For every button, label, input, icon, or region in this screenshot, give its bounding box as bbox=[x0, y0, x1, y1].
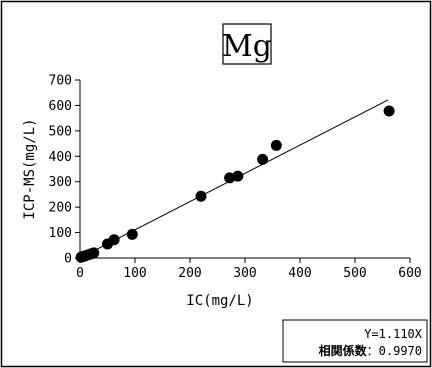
data-point bbox=[270, 139, 282, 151]
data-point bbox=[88, 247, 100, 259]
chart-title: Mg bbox=[222, 29, 272, 64]
data-point bbox=[383, 105, 395, 117]
x-tick-label: 200 bbox=[178, 266, 201, 281]
data-point bbox=[257, 153, 269, 165]
y-ticks: 0 100 200 300 400 500 600 700 bbox=[49, 74, 80, 267]
y-tick-label: 300 bbox=[49, 175, 72, 190]
data-point bbox=[195, 190, 207, 202]
y-tick-label: 100 bbox=[49, 226, 72, 241]
x-ticks: 0 100 200 300 400 500 600 bbox=[76, 258, 422, 281]
correlation-value: ：0.9970 bbox=[367, 344, 422, 358]
y-tick-label: 600 bbox=[49, 99, 72, 114]
equation-box: Y=1.110X 相関係数：0.9970 bbox=[282, 319, 428, 363]
y-tick-label: 0 bbox=[64, 252, 72, 267]
data-point bbox=[126, 228, 138, 240]
plot-area: 0 100 200 300 400 500 600 0 100 200 300 400 500 600 7… bbox=[49, 74, 422, 282]
x-tick-label: 300 bbox=[233, 266, 256, 281]
x-tick-label: 0 bbox=[76, 266, 84, 281]
x-tick-label: 100 bbox=[123, 266, 146, 281]
correlation-line: 相関係数：0.9970 bbox=[319, 343, 422, 358]
title-box bbox=[222, 23, 272, 65]
data-point bbox=[232, 170, 244, 182]
correlation-label: 相関係数 bbox=[319, 343, 368, 358]
y-tick-label: 700 bbox=[49, 74, 72, 89]
y-tick-label: 200 bbox=[49, 201, 72, 216]
equation-box-frame bbox=[282, 319, 428, 363]
x-tick-label: 400 bbox=[288, 266, 311, 281]
y-tick-label: 500 bbox=[49, 124, 72, 139]
y-tick-label: 400 bbox=[49, 150, 72, 165]
x-tick-label: 600 bbox=[398, 266, 421, 281]
y-axis-label: ICP-MS(mg/L) bbox=[22, 118, 38, 219]
data-point bbox=[224, 172, 236, 184]
x-axis-label: IC(mg/L) bbox=[186, 293, 253, 309]
x-tick-label: 500 bbox=[343, 266, 366, 281]
data-points bbox=[75, 105, 395, 263]
regression-equation: Y=1.110X bbox=[364, 327, 423, 341]
data-point bbox=[108, 234, 120, 246]
